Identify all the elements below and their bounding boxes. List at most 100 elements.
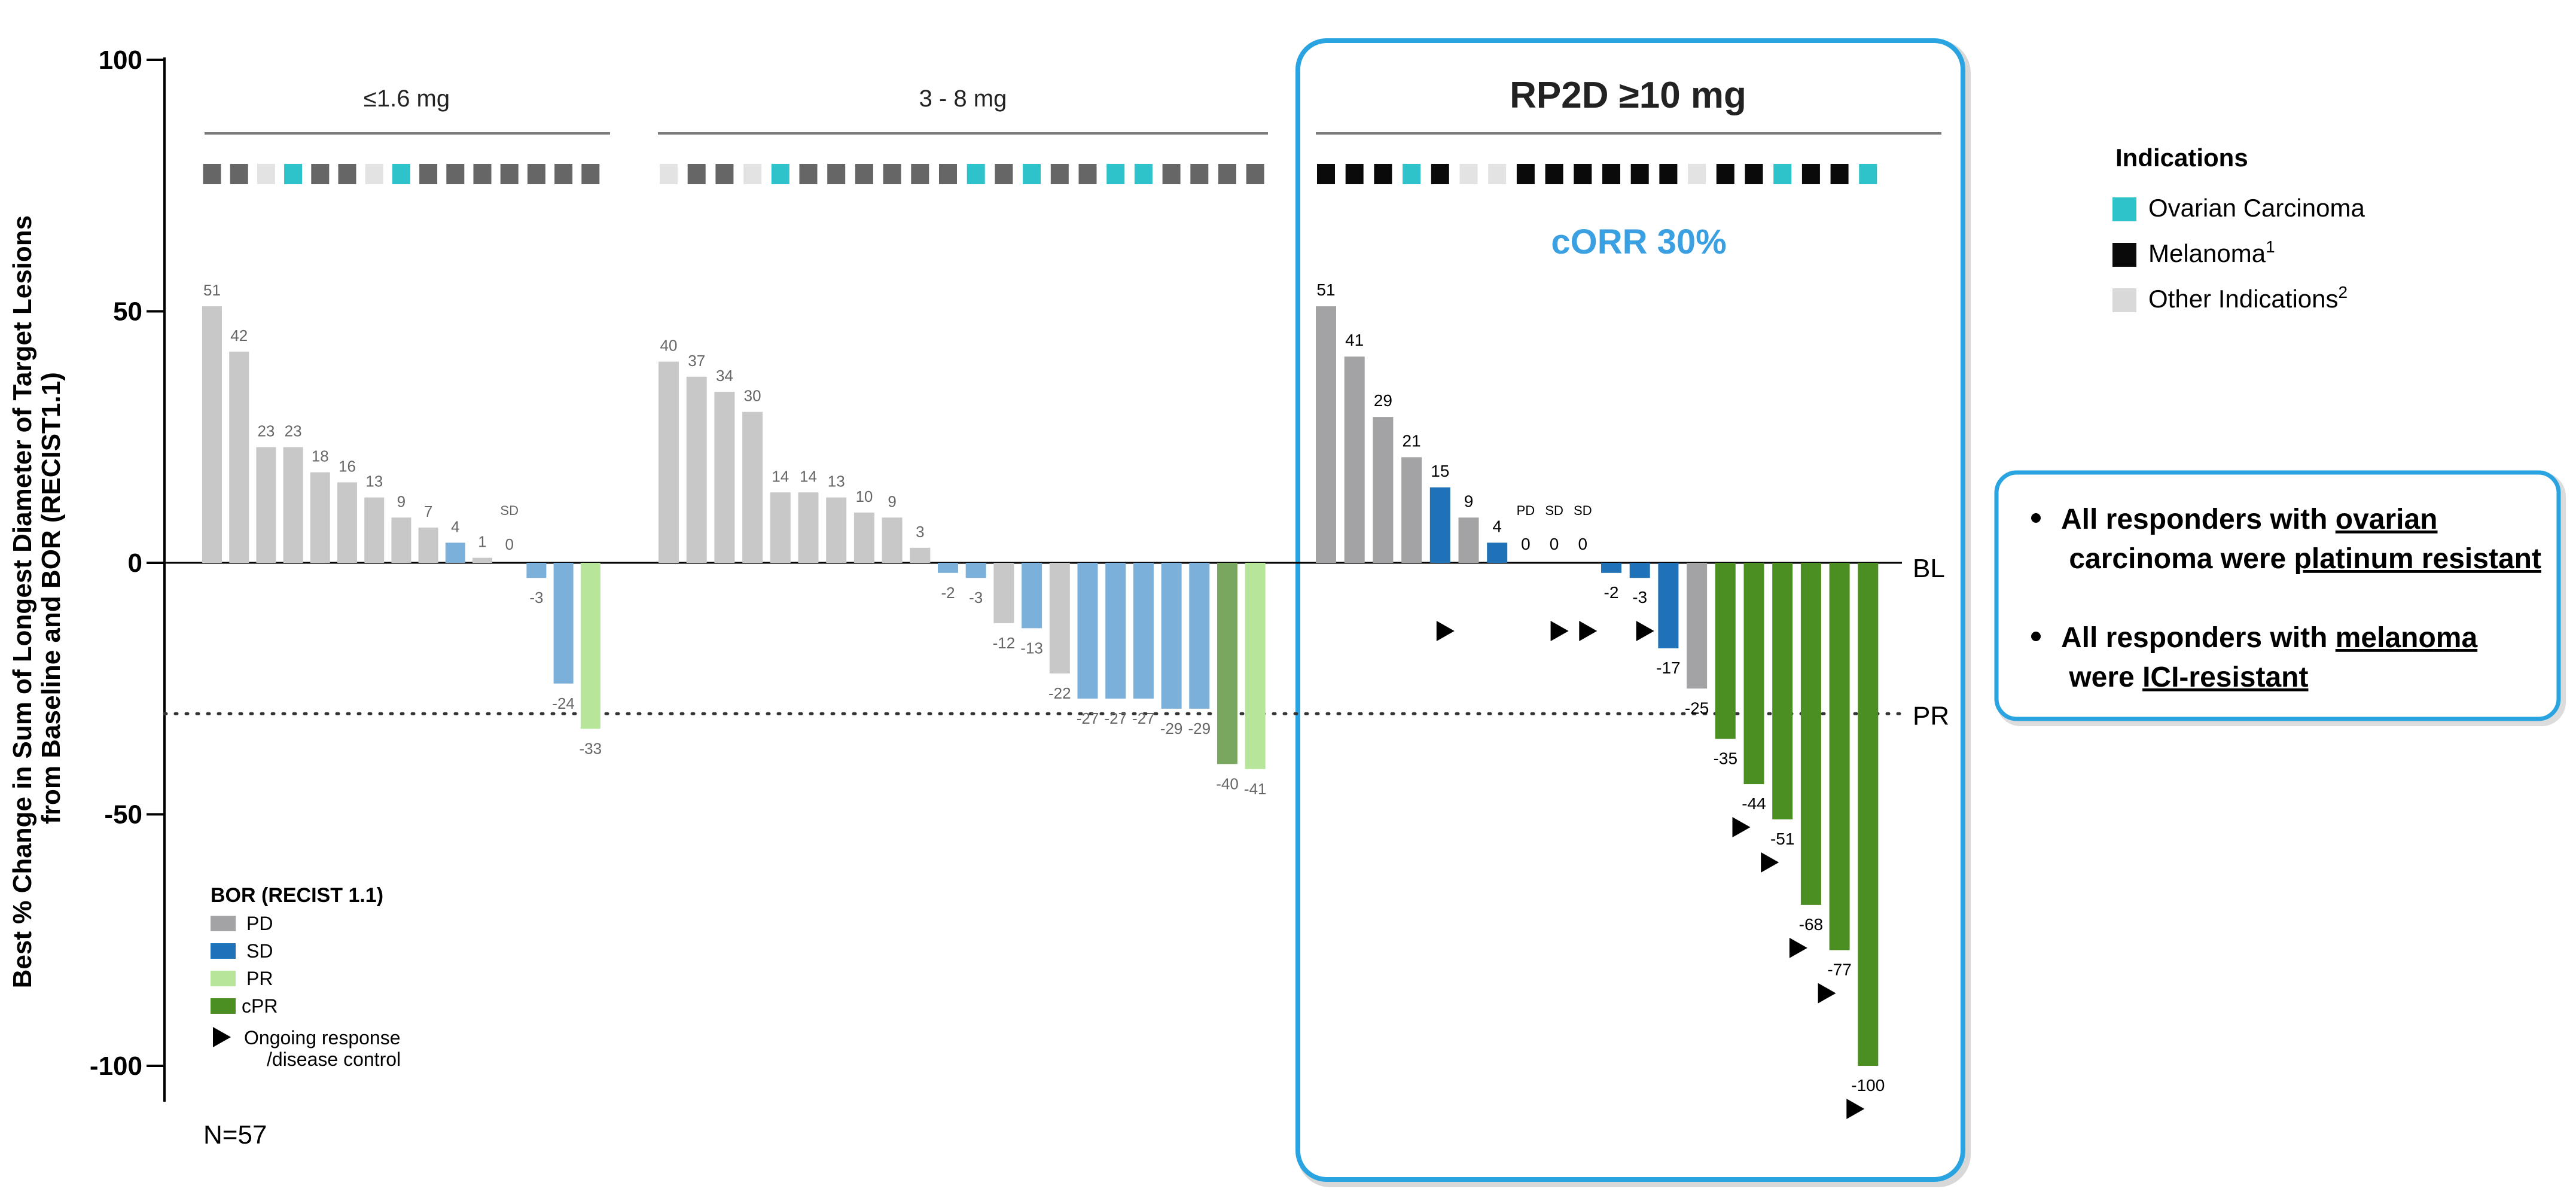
bar <box>1458 517 1479 563</box>
zero-bar-tag: PD <box>1517 503 1535 518</box>
bar-value-label: -40 <box>1216 775 1239 792</box>
corr-label: cORR 30% <box>1551 222 1726 261</box>
bar <box>391 517 411 563</box>
bar-value-label: 14 <box>800 467 817 485</box>
indication-square <box>1830 164 1849 184</box>
bar <box>1829 563 1850 950</box>
bar-value-label: -44 <box>1742 794 1766 813</box>
bar-value-label: 0 <box>1550 535 1559 553</box>
callout-item-1-line1: All responders with ovarian <box>2061 504 2438 535</box>
bor-legend-ongoing-line2: /disease control <box>267 1048 401 1070</box>
bar-value-label: 4 <box>451 517 459 535</box>
indication-square <box>1190 164 1209 184</box>
bar <box>1133 563 1154 699</box>
bar-value-label: 7 <box>424 502 432 520</box>
bar <box>1715 563 1736 739</box>
bar <box>1687 563 1708 689</box>
indication-square <box>527 164 545 184</box>
ongoing-response-arrow-icon <box>1436 621 1455 641</box>
y-tick-label: 50 <box>113 297 142 327</box>
bar <box>1772 563 1793 819</box>
legend-other-text: Other Indications <box>2148 285 2339 313</box>
bar <box>853 512 874 563</box>
legend-melanoma-sup: 1 <box>2266 237 2275 256</box>
bar <box>910 547 931 563</box>
bar-value-label: -12 <box>993 634 1016 652</box>
legend-other-label: Other Indications2 <box>2148 283 2348 313</box>
pr-threshold-label: PR <box>1913 701 1949 730</box>
bar <box>1077 563 1098 699</box>
bar-value-label: -22 <box>1048 684 1071 702</box>
bar-value-label: -29 <box>1188 720 1211 737</box>
legend-ovarian-swatch <box>2112 197 2136 221</box>
indication-square <box>1050 164 1069 184</box>
indications-legend-title: Indications <box>2115 144 2248 172</box>
bar <box>283 447 303 563</box>
bar-value-label: -68 <box>1799 915 1823 934</box>
legend-other-swatch <box>2112 288 2136 312</box>
callout-box <box>1994 470 2561 721</box>
indication-square <box>446 164 465 184</box>
y-axis-label: Best % Change in Sum of Longest Diameter… <box>8 208 66 989</box>
indication-square <box>995 164 1013 184</box>
indication-square <box>581 164 600 184</box>
bar <box>1858 563 1879 1066</box>
bar-value-label: 15 <box>1431 462 1449 480</box>
bar-value-label: -27 <box>1132 709 1155 727</box>
ongoing-response-arrow-icon <box>1846 1099 1865 1119</box>
legend-melanoma-label: Melanoma1 <box>2148 237 2275 267</box>
indication-square <box>203 164 221 184</box>
bar <box>1344 356 1365 563</box>
bar-value-label: -41 <box>1244 780 1267 798</box>
indication-square <box>715 164 734 184</box>
bar <box>1401 457 1422 563</box>
bar <box>770 492 791 563</box>
group-header-label: RP2D ≥10 mg <box>1510 75 1746 116</box>
bar <box>472 557 492 563</box>
bar <box>1658 563 1679 648</box>
indication-square <box>911 164 929 184</box>
indication-square <box>1162 164 1181 184</box>
indication-square <box>771 164 789 184</box>
bar-value-label: -17 <box>1656 659 1680 677</box>
bar <box>882 517 903 563</box>
bar-value-label: -51 <box>1770 830 1794 848</box>
bar-value-label: 37 <box>688 352 705 370</box>
bar-value-label: 21 <box>1403 431 1421 450</box>
bar-value-label: -35 <box>1714 749 1737 767</box>
indication-square <box>500 164 519 184</box>
bar <box>1429 487 1450 563</box>
bar <box>714 392 735 563</box>
bar <box>1217 563 1237 764</box>
group-headers: ≤1.6 mg 3 - 8 mg RP2D ≥10 mg <box>205 75 1941 135</box>
bar-value-label: 14 <box>772 467 789 485</box>
indication-square <box>1716 164 1734 184</box>
bar <box>580 563 600 729</box>
bar <box>1743 563 1764 785</box>
bar-value-label: -100 <box>1851 1076 1885 1095</box>
bar-value-label: -3 <box>969 589 983 606</box>
bar <box>337 482 357 563</box>
indication-square <box>1545 164 1563 184</box>
zero-bar-tag: SD <box>500 503 519 518</box>
indication-square <box>1431 164 1449 184</box>
bar-value-label: 13 <box>365 473 383 490</box>
bar-value-label: 4 <box>1492 517 1502 535</box>
bar <box>1049 563 1070 674</box>
bar-value-label: -3 <box>1632 588 1647 606</box>
bar-value-label: -2 <box>941 584 955 602</box>
baseline-label: BL <box>1913 554 1945 583</box>
bor-legend-cpr-label: cPR <box>242 995 278 1017</box>
bar-value-label: 51 <box>203 281 221 299</box>
indication-square <box>939 164 957 184</box>
bor-legend-sd-swatch <box>211 943 236 959</box>
indication-square <box>1023 164 1041 184</box>
bar-value-label: 23 <box>257 422 275 440</box>
bar-value-label: 9 <box>1464 492 1474 510</box>
indication-square <box>1602 164 1620 184</box>
bar <box>798 492 819 563</box>
bar <box>229 351 249 563</box>
indication-square <box>1459 164 1478 184</box>
bar-value-label: 0 <box>505 535 513 553</box>
zero-bar-tag: SD <box>1545 503 1563 518</box>
